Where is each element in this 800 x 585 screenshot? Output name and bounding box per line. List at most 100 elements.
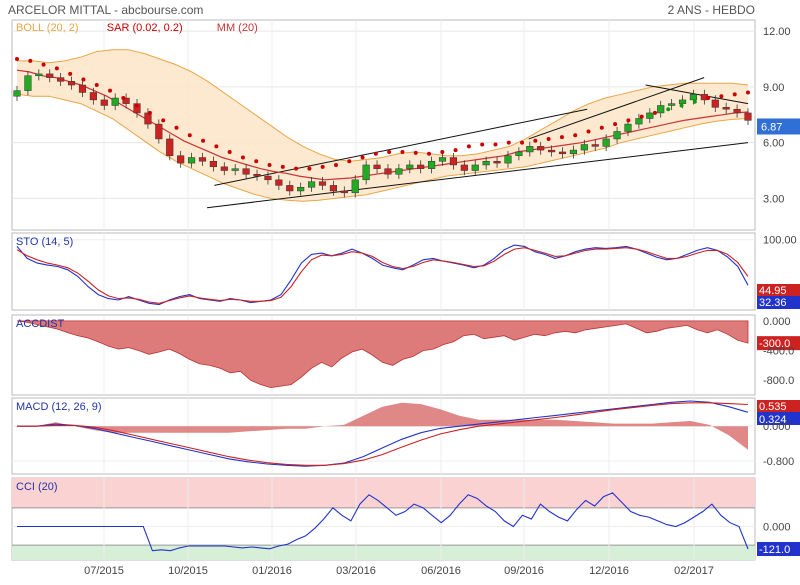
sar-dot bbox=[746, 90, 750, 95]
sar-dot bbox=[387, 149, 392, 154]
sar-dot bbox=[108, 88, 113, 93]
macd-signal-tag bbox=[757, 400, 800, 412]
candle-body bbox=[438, 157, 447, 162]
candle-body bbox=[100, 99, 108, 106]
sar-dot bbox=[599, 125, 604, 130]
price-y-tick-label: 3.00 bbox=[763, 193, 784, 205]
sar-dot bbox=[174, 125, 179, 130]
cci-line bbox=[17, 492, 749, 552]
price-legend-entry: MM (20) bbox=[217, 22, 258, 34]
sto-k-line bbox=[16, 244, 749, 306]
candle-body bbox=[198, 157, 207, 162]
accdist-tag bbox=[757, 336, 800, 351]
x-tick-label: 10/2015 bbox=[168, 565, 208, 577]
candle-body bbox=[733, 108, 741, 114]
sar-dot bbox=[427, 151, 432, 156]
candle-body bbox=[569, 149, 578, 155]
candle-body bbox=[624, 123, 632, 132]
sar-dot bbox=[121, 96, 126, 101]
sar-dot bbox=[586, 129, 591, 134]
candle-body bbox=[329, 185, 337, 192]
candle-body bbox=[591, 144, 599, 147]
sar-dot bbox=[254, 159, 259, 164]
trend-line bbox=[207, 142, 749, 209]
sto-d-line bbox=[16, 247, 749, 304]
bollinger-upper-line bbox=[17, 49, 749, 162]
candle-body bbox=[340, 190, 348, 194]
price-legend-entry: SAR (0.02, 0.2) bbox=[107, 22, 183, 34]
trend-line bbox=[528, 77, 705, 140]
sar-dot bbox=[692, 99, 697, 104]
bollinger-band-fill bbox=[17, 49, 748, 202]
sar-dot bbox=[94, 83, 99, 88]
candle-body bbox=[362, 164, 370, 181]
moving-average-line bbox=[16, 69, 749, 181]
candle-body bbox=[428, 160, 436, 169]
candle-body bbox=[504, 155, 512, 164]
last-price-tag bbox=[757, 118, 800, 135]
sto-k-value: 32.36 bbox=[759, 297, 787, 309]
sar-dot bbox=[626, 118, 631, 123]
sar-dot bbox=[347, 159, 352, 164]
sar-dot bbox=[134, 103, 139, 108]
macd-y-tick-label: 0.000 bbox=[763, 421, 791, 433]
sar-dot bbox=[333, 162, 338, 167]
x-tick-label: 09/2016 bbox=[504, 565, 544, 577]
candle-body bbox=[24, 75, 32, 91]
chart-period: 2 ANS - HEBDO bbox=[668, 3, 755, 17]
macd-signal-line bbox=[17, 402, 749, 466]
chart-title: ARCELOR MITTAL - abcbourse.com bbox=[8, 3, 203, 17]
panel-frame bbox=[11, 232, 756, 311]
sar-dot bbox=[533, 138, 538, 143]
candle-body bbox=[318, 181, 327, 186]
x-tick-label: 07/2015 bbox=[84, 565, 124, 577]
accdist-y-tick-label: -400.0 bbox=[763, 346, 794, 358]
candle-body bbox=[166, 138, 174, 156]
candle-body bbox=[744, 112, 752, 121]
x-tick-label: 06/2016 bbox=[421, 565, 461, 577]
sar-dot bbox=[187, 133, 192, 138]
macd-title: MACD (12, 26, 9) bbox=[16, 401, 102, 413]
price-legend-entry: BOLL (20, 2) bbox=[16, 22, 79, 34]
sar-dot bbox=[440, 149, 445, 154]
cci-tag bbox=[757, 542, 800, 557]
candle-body bbox=[678, 99, 687, 104]
cci-oversold-zone bbox=[12, 545, 755, 560]
candle-body bbox=[209, 160, 217, 168]
sar-dot bbox=[28, 58, 33, 63]
candle-body bbox=[122, 97, 130, 104]
candle-body bbox=[57, 77, 65, 82]
sar-dot bbox=[719, 94, 724, 99]
macd-line-value: 0.324 bbox=[759, 414, 787, 426]
candle-body bbox=[471, 164, 479, 171]
sar-dot bbox=[147, 110, 152, 115]
macd-signal-value: 0.535 bbox=[759, 401, 787, 413]
sar-dot bbox=[373, 151, 378, 156]
candle-body bbox=[220, 166, 228, 171]
candle-body bbox=[264, 175, 272, 181]
candle-body bbox=[67, 81, 76, 86]
candle-body bbox=[384, 168, 392, 175]
sar-dot bbox=[360, 155, 365, 160]
sar-dot bbox=[613, 122, 618, 127]
candle-body bbox=[35, 73, 43, 77]
sar-dot bbox=[41, 62, 46, 67]
candle-body bbox=[635, 118, 643, 125]
candle-body bbox=[242, 168, 250, 175]
chart-labels: ARCELOR MITTAL - abcbourse.com 2 ANS - H… bbox=[8, 3, 797, 577]
candle-body bbox=[373, 164, 381, 169]
macd-macd-line bbox=[17, 400, 749, 467]
candle-body bbox=[253, 173, 261, 177]
candle-body bbox=[417, 164, 425, 169]
sar-dot bbox=[320, 164, 325, 169]
cci-overbought-zone bbox=[12, 478, 755, 508]
sar-dot bbox=[732, 92, 737, 97]
candle-body bbox=[46, 73, 54, 78]
accdist-y-tick-label: -800.0 bbox=[763, 375, 794, 387]
sar-dot bbox=[307, 166, 312, 171]
candle-body bbox=[602, 138, 610, 147]
sar-dot bbox=[413, 150, 418, 155]
candle-body bbox=[177, 155, 185, 164]
